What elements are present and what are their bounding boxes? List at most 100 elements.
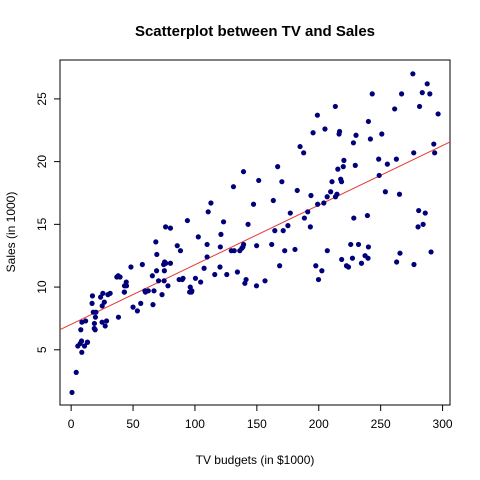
data-point	[180, 275, 186, 281]
data-point	[128, 264, 134, 270]
plot-area	[60, 71, 450, 396]
chart-title: Scatterplot between TV and Sales	[135, 23, 375, 40]
data-point	[231, 248, 237, 254]
data-point	[117, 274, 123, 280]
data-point	[139, 261, 145, 268]
data-point	[240, 169, 247, 175]
data-point	[292, 246, 298, 253]
y-tick-label: 15	[35, 217, 49, 231]
data-point	[314, 112, 320, 118]
data-point	[310, 130, 316, 136]
data-point	[305, 209, 311, 215]
data-point	[165, 283, 171, 289]
data-point	[376, 156, 382, 162]
x-tick-label: 200	[309, 417, 329, 431]
data-point	[355, 241, 362, 248]
data-point	[161, 278, 167, 284]
data-point	[275, 164, 281, 170]
data-point	[340, 164, 346, 170]
data-point	[335, 166, 341, 172]
data-point	[189, 288, 195, 294]
data-point	[365, 244, 372, 250]
data-point	[301, 215, 307, 221]
data-point	[153, 239, 159, 245]
data-point	[262, 278, 268, 284]
data-point	[79, 349, 85, 355]
data-point	[83, 318, 89, 324]
data-point	[208, 200, 214, 206]
data-point	[435, 111, 441, 117]
data-point	[352, 162, 358, 168]
data-point	[397, 250, 403, 256]
axis-ticks: 0 50 100 150 200 250 300 5 10 15 20 25	[35, 92, 453, 431]
plot-frame	[59, 59, 451, 406]
y-axis-label: Sales (in 1000)	[4, 192, 18, 273]
data-point	[198, 279, 204, 285]
data-point	[416, 207, 422, 214]
data-point	[279, 179, 285, 185]
data-point	[138, 300, 144, 306]
x-axis-label: TV budgets (in $1000)	[196, 453, 315, 467]
data-point	[332, 103, 338, 110]
data-point	[78, 327, 84, 333]
data-point	[253, 283, 260, 289]
data-point	[134, 308, 140, 314]
data-point	[364, 212, 371, 219]
data-point	[154, 251, 160, 258]
data-point	[89, 300, 95, 306]
data-point	[416, 103, 423, 110]
data-point	[250, 201, 257, 207]
data-point	[161, 268, 167, 274]
data-point	[155, 278, 162, 284]
data-point	[411, 261, 417, 268]
data-point	[384, 161, 390, 167]
data-point	[89, 293, 96, 299]
data-point	[324, 248, 330, 254]
data-point	[410, 71, 416, 77]
data-point	[254, 243, 260, 249]
y-tick-label: 25	[35, 92, 49, 106]
data-point	[153, 268, 160, 274]
data-point	[224, 271, 230, 278]
data-point	[394, 259, 400, 265]
data-point	[92, 314, 99, 320]
data-point	[272, 228, 278, 234]
data-point	[163, 260, 169, 266]
data-point	[167, 260, 174, 266]
data-point	[339, 256, 345, 263]
data-point	[294, 187, 300, 194]
data-point	[218, 231, 224, 237]
data-point	[313, 263, 319, 269]
data-point	[307, 224, 313, 230]
data-point	[269, 241, 275, 248]
data-point	[130, 304, 136, 310]
data-point	[73, 369, 79, 375]
data-point	[393, 156, 399, 162]
data-point	[91, 320, 98, 327]
data-point	[167, 225, 174, 231]
data-point	[424, 81, 430, 87]
x-tick-label: 50	[126, 417, 140, 431]
data-point	[205, 209, 211, 215]
data-point	[195, 234, 201, 240]
data-point	[123, 279, 129, 285]
data-point	[358, 260, 365, 266]
data-point	[282, 248, 288, 254]
data-point	[382, 189, 388, 195]
data-point	[285, 223, 291, 229]
data-point	[69, 389, 75, 396]
data-point	[163, 224, 169, 230]
x-tick-label: 100	[185, 417, 205, 431]
data-point	[315, 201, 321, 207]
data-point	[432, 150, 438, 156]
data-point	[319, 268, 325, 274]
data-point	[396, 191, 403, 197]
data-point	[92, 327, 98, 333]
data-point	[277, 263, 283, 269]
data-point	[365, 118, 372, 125]
data-point	[121, 289, 127, 295]
data-point	[149, 273, 155, 279]
data-point	[102, 323, 108, 329]
data-point	[217, 264, 223, 270]
data-point	[422, 210, 428, 216]
